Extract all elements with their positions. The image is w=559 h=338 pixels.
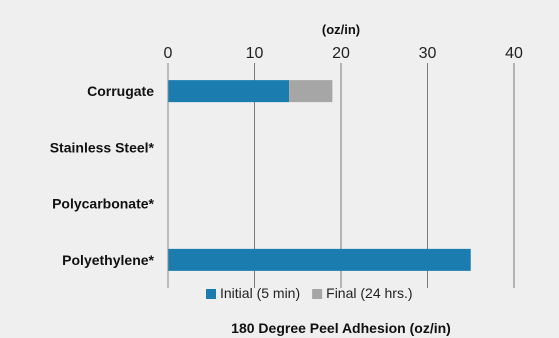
category-label: Polyethylene* [62,252,154,268]
x-tick-label: 20 [332,45,350,62]
x-axis: 0 10 20 30 40 [164,45,523,62]
x-tick-label: 30 [419,45,437,62]
category-axis: Corrugate Stainless Steel* Polycarbonate* P… [50,63,169,288]
chart-title: 180 Degree Peel Adhesion (oz/in) [231,320,451,336]
category-label: Polycarbonate* [52,196,154,212]
x-tick-label: 10 [246,45,264,62]
legend-swatch [206,289,216,299]
category-label: Stainless Steel* [50,139,155,155]
bar-segment [168,80,290,103]
category-label: Corrugate [87,83,154,99]
bar-segment [168,248,471,271]
x-tick-label: 40 [505,45,523,62]
legend: Initial (5 min) Final (24 hrs.) [206,285,413,301]
legend-swatch [312,289,323,299]
bar-segment [289,80,333,103]
legend-label: Initial (5 min) [220,285,300,301]
x-tick-label: 0 [164,45,173,62]
axis-unit-label: (oz/in) [322,22,360,37]
bars [168,80,471,271]
legend-label: Final (24 hrs.) [326,285,412,301]
